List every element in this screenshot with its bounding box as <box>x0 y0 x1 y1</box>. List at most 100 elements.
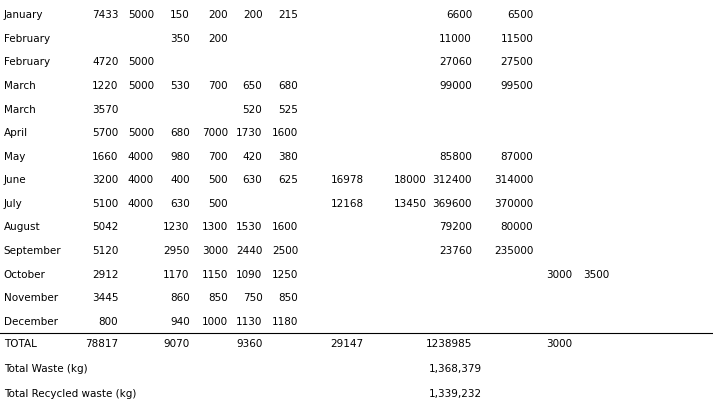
Text: 200: 200 <box>208 34 228 44</box>
Text: 1,339,232: 1,339,232 <box>429 388 483 398</box>
Text: 1220: 1220 <box>92 81 118 91</box>
Text: 680: 680 <box>278 81 298 91</box>
Text: 1600: 1600 <box>272 222 298 232</box>
Text: 3445: 3445 <box>92 292 118 302</box>
Text: 29147: 29147 <box>331 338 364 348</box>
Text: December: December <box>4 316 58 326</box>
Text: 1230: 1230 <box>163 222 190 232</box>
Text: 680: 680 <box>170 128 190 138</box>
Text: April: April <box>4 128 28 138</box>
Text: 87000: 87000 <box>501 151 533 161</box>
Text: May: May <box>4 151 25 161</box>
Text: 13450: 13450 <box>394 198 426 208</box>
Text: 400: 400 <box>170 175 190 185</box>
Text: 9360: 9360 <box>236 338 262 348</box>
Text: 5042: 5042 <box>92 222 118 232</box>
Text: 3000: 3000 <box>546 269 573 279</box>
Text: November: November <box>4 292 58 302</box>
Text: 3500: 3500 <box>583 269 610 279</box>
Text: 860: 860 <box>170 292 190 302</box>
Text: 2950: 2950 <box>163 245 190 255</box>
Text: 350: 350 <box>170 34 190 44</box>
Text: 4720: 4720 <box>92 57 118 67</box>
Text: 630: 630 <box>170 198 190 208</box>
Text: 380: 380 <box>278 151 298 161</box>
Text: 4000: 4000 <box>128 198 154 208</box>
Text: 16978: 16978 <box>331 175 364 185</box>
Text: August: August <box>4 222 40 232</box>
Text: 235000: 235000 <box>494 245 533 255</box>
Text: September: September <box>4 245 61 255</box>
Text: 530: 530 <box>170 81 190 91</box>
Text: 5000: 5000 <box>128 10 154 20</box>
Text: 27500: 27500 <box>501 57 533 67</box>
Text: 800: 800 <box>98 316 118 326</box>
Text: 850: 850 <box>208 292 228 302</box>
Text: 1660: 1660 <box>92 151 118 161</box>
Text: 1238985: 1238985 <box>426 338 472 348</box>
Text: 200: 200 <box>242 10 262 20</box>
Text: February: February <box>4 57 50 67</box>
Text: 78817: 78817 <box>86 338 118 348</box>
Text: Total Waste (kg): Total Waste (kg) <box>4 363 87 373</box>
Text: 520: 520 <box>242 104 262 114</box>
Text: 1180: 1180 <box>272 316 298 326</box>
Text: February: February <box>4 34 50 44</box>
Text: 625: 625 <box>278 175 298 185</box>
Text: March: March <box>4 81 36 91</box>
Text: 5700: 5700 <box>92 128 118 138</box>
Text: 980: 980 <box>170 151 190 161</box>
Text: 12168: 12168 <box>331 198 364 208</box>
Text: 6600: 6600 <box>446 10 472 20</box>
Text: 700: 700 <box>208 151 228 161</box>
Text: 27060: 27060 <box>439 57 472 67</box>
Text: 750: 750 <box>242 292 262 302</box>
Text: 200: 200 <box>208 10 228 20</box>
Text: TOTAL: TOTAL <box>4 338 36 348</box>
Text: 1300: 1300 <box>202 222 228 232</box>
Text: 2440: 2440 <box>236 245 262 255</box>
Text: 420: 420 <box>242 151 262 161</box>
Text: 3200: 3200 <box>92 175 118 185</box>
Text: 99000: 99000 <box>439 81 472 91</box>
Text: 99500: 99500 <box>501 81 533 91</box>
Text: 2500: 2500 <box>272 245 298 255</box>
Text: 500: 500 <box>208 198 228 208</box>
Text: 370000: 370000 <box>494 198 533 208</box>
Text: 940: 940 <box>170 316 190 326</box>
Text: January: January <box>4 10 43 20</box>
Text: 4000: 4000 <box>128 175 154 185</box>
Text: July: July <box>4 198 22 208</box>
Text: March: March <box>4 104 36 114</box>
Text: 1170: 1170 <box>163 269 190 279</box>
Text: 650: 650 <box>242 81 262 91</box>
Text: 500: 500 <box>208 175 228 185</box>
Text: 7433: 7433 <box>92 10 118 20</box>
Text: 1000: 1000 <box>202 316 228 326</box>
Text: 5120: 5120 <box>92 245 118 255</box>
Text: 9070: 9070 <box>163 338 190 348</box>
Text: 525: 525 <box>278 104 298 114</box>
Text: 1150: 1150 <box>202 269 228 279</box>
Text: 3570: 3570 <box>92 104 118 114</box>
Text: 3000: 3000 <box>546 338 573 348</box>
Text: 3000: 3000 <box>202 245 228 255</box>
Text: 11500: 11500 <box>501 34 533 44</box>
Text: 1,368,379: 1,368,379 <box>429 363 483 373</box>
Text: 369600: 369600 <box>433 198 472 208</box>
Text: 18000: 18000 <box>394 175 426 185</box>
Text: Total Recycled waste (kg): Total Recycled waste (kg) <box>4 388 136 398</box>
Text: October: October <box>4 269 46 279</box>
Text: June: June <box>4 175 26 185</box>
Text: 850: 850 <box>278 292 298 302</box>
Text: 6500: 6500 <box>507 10 533 20</box>
Text: 1090: 1090 <box>236 269 262 279</box>
Text: 2912: 2912 <box>92 269 118 279</box>
Text: 312400: 312400 <box>433 175 472 185</box>
Text: 23760: 23760 <box>439 245 472 255</box>
Text: 5100: 5100 <box>92 198 118 208</box>
Text: 11000: 11000 <box>439 34 472 44</box>
Text: 5000: 5000 <box>128 57 154 67</box>
Text: 85800: 85800 <box>439 151 472 161</box>
Text: 150: 150 <box>170 10 190 20</box>
